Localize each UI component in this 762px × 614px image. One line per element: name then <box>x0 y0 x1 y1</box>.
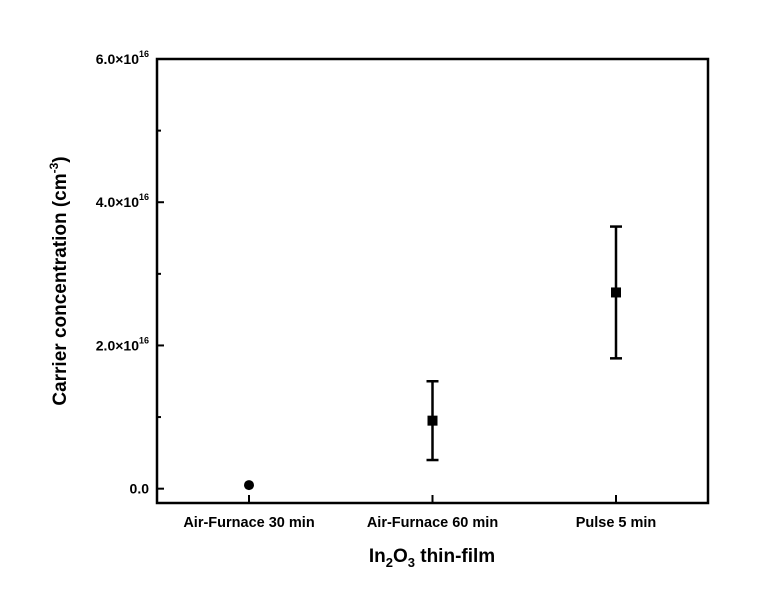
data-point <box>427 415 438 426</box>
y-tick-label: 0.0 <box>130 481 150 497</box>
x-tick-label: Air-Furnace 60 min <box>367 515 498 531</box>
x-tick-label: Pulse 5 min <box>576 515 657 531</box>
data-points <box>244 225 622 491</box>
x-tick-label: Air-Furnace 30 min <box>183 515 314 531</box>
x-axis-label: In2O3 thin-film <box>369 546 495 570</box>
x-axis-ticks: Air-Furnace 30 min Air-Furnace 60 min Puls… <box>183 495 656 531</box>
y-tick-label: 6.0×1016 <box>96 49 149 67</box>
y-tick-label: 2.0×1016 <box>96 335 149 353</box>
data-point <box>244 480 254 491</box>
y-axis-ticks: 0.0 2.0×1016 4.0×1016 6.0×1016 <box>96 49 164 497</box>
y-axis-label: Carrier concentration (cm-3) <box>47 156 71 405</box>
y-tick-label: 4.0×1016 <box>96 192 149 210</box>
data-point <box>611 287 621 298</box>
